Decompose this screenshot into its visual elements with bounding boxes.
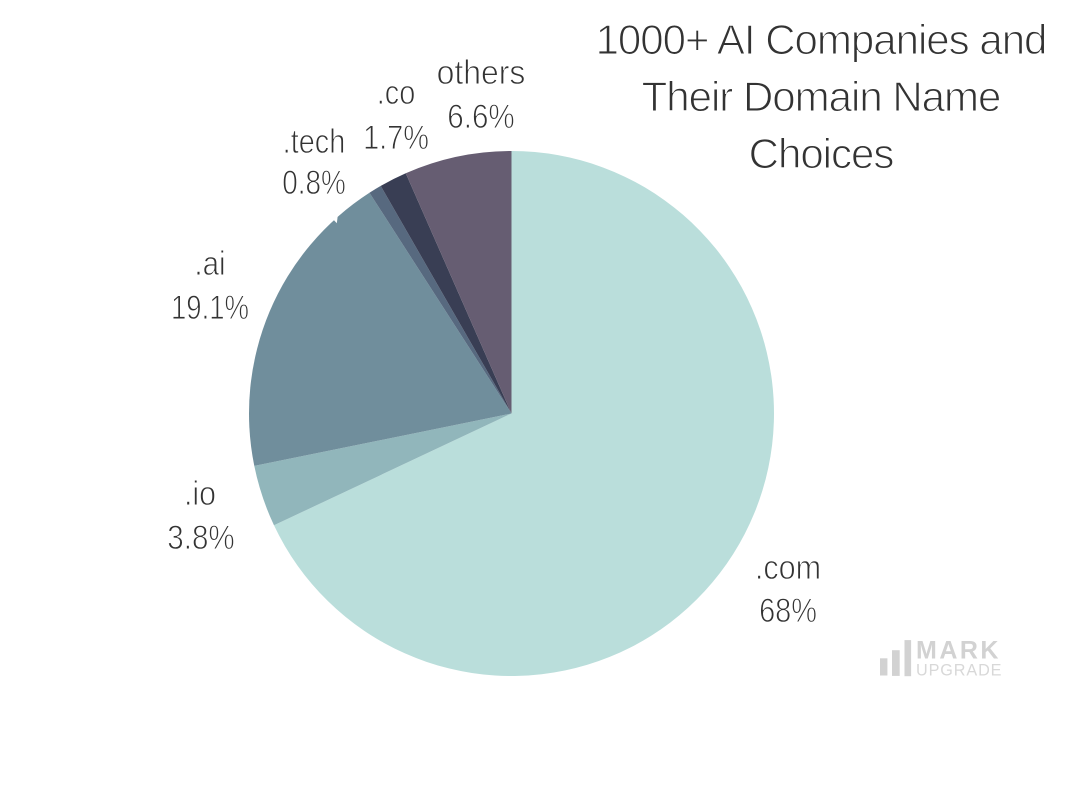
svg-text:UPGRADE: UPGRADE bbox=[916, 661, 1002, 679]
svg-text:MARK: MARK bbox=[916, 638, 1001, 665]
